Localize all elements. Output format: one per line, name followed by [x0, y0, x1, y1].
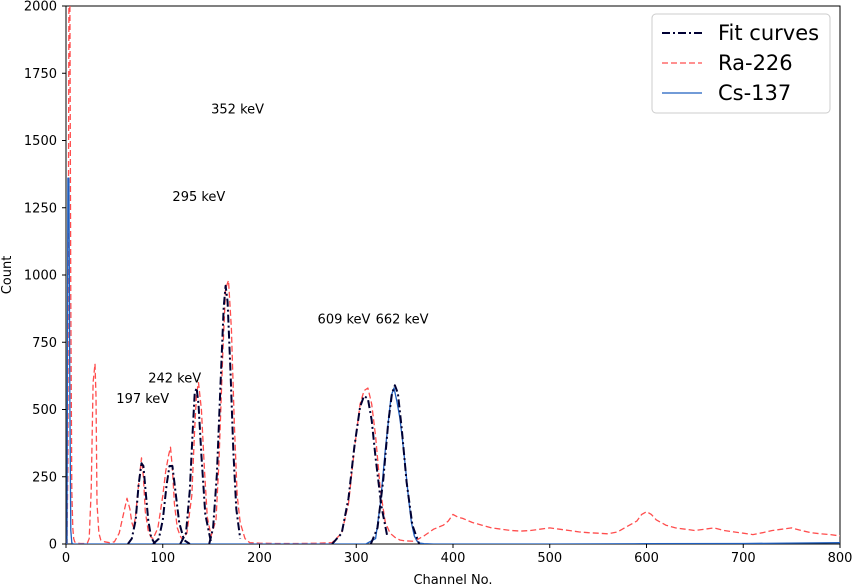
- peak-annotation: 662 keV: [376, 312, 429, 327]
- series-line-fit-curves-2: [152, 465, 191, 544]
- peak-annotation: 295 keV: [172, 190, 225, 205]
- x-tick-label: 300: [344, 551, 369, 566]
- y-tick-label: 250: [32, 470, 57, 485]
- y-tick-label: 750: [32, 336, 57, 351]
- peak-annotation: 352 keV: [211, 103, 264, 118]
- series-line-ra-226: [66, 6, 840, 544]
- annotation-layer: 352 keV 295 keV 609 keV 662 keV 242 keV 197 k…: [116, 103, 428, 407]
- x-tick-label: 100: [150, 551, 175, 566]
- x-tick-label: 700: [731, 551, 756, 566]
- x-tick-label: 500: [537, 551, 562, 566]
- series-line-fit-curves-1: [127, 462, 156, 544]
- legend-label-cs-137: Cs-137: [718, 81, 791, 105]
- x-axis: 0 100 200 300 400 500 600 700 800: [62, 544, 853, 566]
- x-tick-label: 600: [634, 551, 659, 566]
- y-tick-label: 1000: [24, 269, 57, 284]
- x-tick-label: 200: [247, 551, 272, 566]
- y-tick-label: 1750: [24, 67, 57, 82]
- series-line-fit-curves-4: [208, 284, 242, 544]
- series-line-cs-137: [66, 177, 840, 544]
- peak-annotation: 242 keV: [148, 372, 201, 387]
- legend-label-ra-226: Ra-226: [718, 51, 793, 75]
- legend-label-fit-curves: Fit curves: [718, 21, 819, 45]
- legend: Fit curves Ra-226 Cs-137: [651, 13, 831, 114]
- y-tick-label: 1500: [24, 134, 57, 149]
- series-layer: [66, 6, 840, 544]
- y-axis: 0 250 500 750 1000 1250 1500 1750 2000: [24, 0, 66, 553]
- x-tick-label: 400: [441, 551, 466, 566]
- peak-annotation: 197 keV: [116, 392, 169, 407]
- x-tick-label: 800: [828, 551, 853, 566]
- plot-area: 352 keV 295 keV 609 keV 662 keV 242 keV 197 k…: [65, 5, 841, 545]
- peak-annotation: 609 keV: [318, 312, 371, 327]
- legend-box: [651, 13, 831, 114]
- y-tick-label: 0: [49, 538, 57, 553]
- series-line-fit-curves-5: [331, 395, 389, 544]
- y-tick-label: 500: [32, 403, 57, 418]
- series-line-fit-curves-6: [369, 384, 421, 544]
- y-axis-label: Count: [0, 256, 15, 295]
- y-tick-label: 1250: [24, 201, 57, 216]
- y-tick-label: 2000: [24, 0, 57, 15]
- x-tick-label: 0: [62, 551, 70, 566]
- series-line-fit-curves-3: [179, 387, 213, 544]
- x-axis-label: Channel No.: [413, 573, 492, 587]
